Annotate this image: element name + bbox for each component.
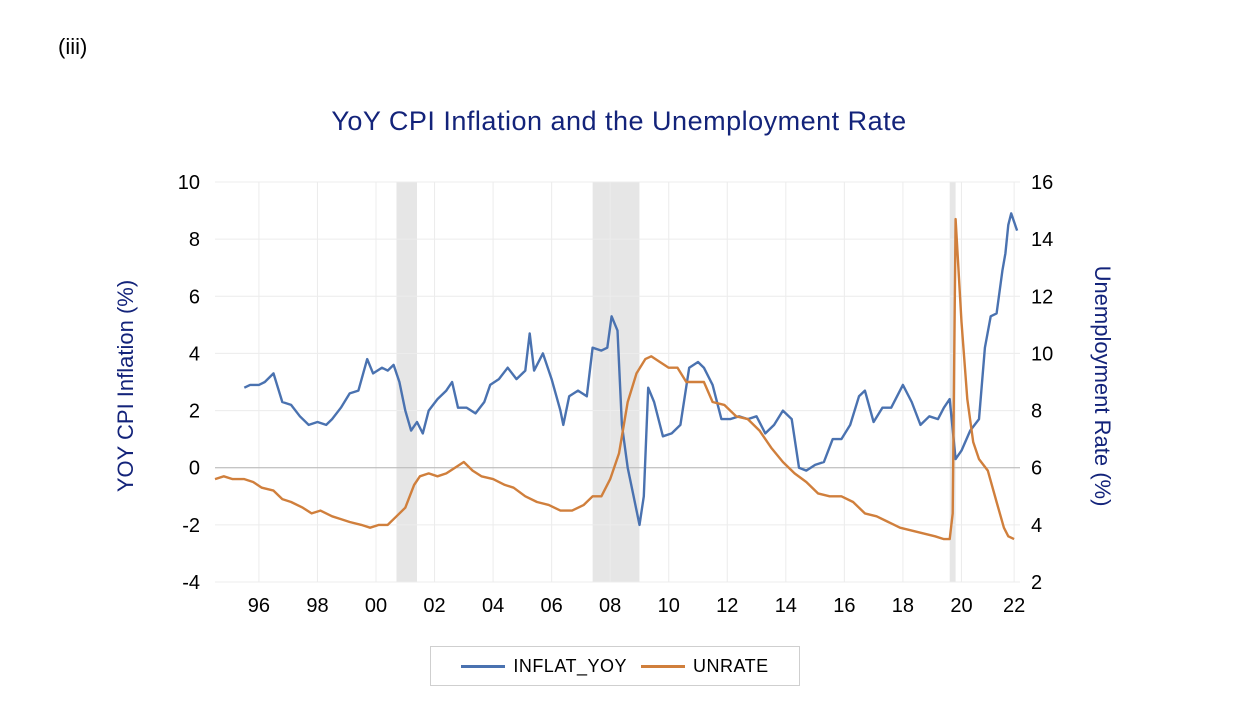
x-tick-label: 08	[599, 595, 621, 617]
recession-band-0	[396, 182, 417, 582]
x-tick-label: 04	[482, 595, 504, 617]
x-tick-label: 00	[365, 595, 387, 617]
legend-swatch-unrate	[641, 664, 686, 668]
y-right-tick-label: 8	[1031, 401, 1042, 423]
x-tick-label: 06	[541, 595, 563, 617]
x-tick-label: 12	[716, 595, 738, 617]
legend-item-inflat-yoy: INFLAT_YOY	[461, 656, 627, 677]
x-tick-label: 98	[306, 595, 328, 617]
recession-band-2	[949, 182, 956, 582]
y-right-tick-label: 14	[1031, 229, 1053, 251]
series-line-inflat-yoy	[243, 212, 1019, 527]
y-left-tick-label: 4	[189, 343, 200, 365]
legend-label-inflat-yoy: INFLAT_YOY	[513, 655, 628, 676]
y-left-tick-label: -4	[182, 572, 200, 594]
x-tick-label: 96	[248, 595, 270, 617]
y-left-tick-label: 6	[189, 286, 200, 308]
legend-label-unrate: UNRATE	[693, 655, 769, 676]
x-tick-label: 20	[950, 595, 972, 617]
y-right-tick-label: 4	[1031, 515, 1042, 537]
y-left-tick-label: 0	[189, 458, 200, 480]
series-line-unrate	[214, 217, 1015, 541]
y-right-tick-label: 16	[1031, 172, 1053, 194]
y-left-tick-label: -2	[182, 515, 200, 537]
x-tick-label: 22	[1003, 595, 1025, 617]
y-right-tick-label: 2	[1031, 572, 1042, 594]
x-tick-label: 18	[892, 595, 914, 617]
legend: INFLAT_YOY UNRATE	[430, 646, 800, 686]
y-right-tick-label: 6	[1031, 458, 1042, 480]
x-tick-label: 14	[775, 595, 797, 617]
y-left-tick-label: 10	[178, 172, 200, 194]
x-tick-label: 10	[658, 595, 680, 617]
recession-band-1	[592, 182, 640, 582]
x-tick-label: 16	[833, 595, 855, 617]
chart-title: YoY CPI Inflation and the Unemployment R…	[331, 106, 907, 136]
legend-swatch-inflat-yoy	[461, 664, 506, 668]
panel-label: (iii)	[58, 34, 88, 59]
y-right-tick-label: 10	[1031, 343, 1053, 365]
y-left-tick-label: 2	[189, 401, 200, 423]
x-tick-label: 02	[423, 595, 445, 617]
y-right-tick-label: 12	[1031, 286, 1053, 308]
legend-item-unrate: UNRATE	[641, 656, 769, 677]
y-left-tick-label: 8	[189, 229, 200, 251]
